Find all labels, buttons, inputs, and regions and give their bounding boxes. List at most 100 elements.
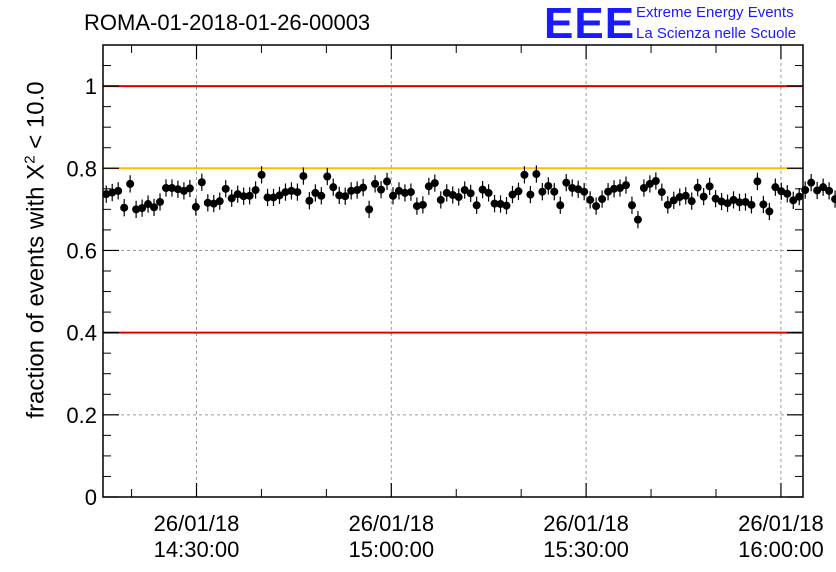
data-point: [460, 186, 469, 195]
y-tick-label: 0.6: [66, 238, 97, 263]
plot-frame: [102, 44, 804, 498]
data-point: [550, 187, 559, 196]
eee-logo: EEE Extreme Energy Events La Scienza nel…: [544, 2, 834, 46]
data-point: [430, 179, 439, 188]
x-tick-label-date: 26/01/18: [154, 511, 240, 536]
data-point: [783, 189, 792, 198]
data-point: [532, 170, 541, 179]
data-point: [371, 179, 380, 188]
data-point: [484, 188, 493, 197]
reference-lines: [103, 85, 803, 334]
data-point: [663, 200, 672, 209]
data-point: [777, 187, 786, 196]
data-point: [323, 172, 332, 181]
x-tick-label-time: 15:00:00: [348, 537, 434, 562]
data-point: [167, 183, 176, 192]
data-points: [102, 165, 836, 229]
y-tick-label: 1: [85, 74, 97, 99]
data-point: [239, 192, 248, 201]
data-point: [616, 183, 625, 192]
data-point: [144, 200, 153, 209]
x-tick-label-date: 26/01/18: [543, 511, 629, 536]
data-point: [502, 201, 511, 210]
data-point: [472, 201, 481, 210]
data-point: [185, 184, 194, 193]
data-point: [687, 197, 696, 206]
data-point: [699, 192, 708, 201]
x-tick-label-date: 26/01/18: [348, 511, 434, 536]
x-tick-label-time: 14:30:00: [154, 537, 240, 562]
x-tick-label-time: 16:00:00: [738, 537, 824, 562]
data-point: [508, 190, 517, 199]
data-point: [311, 188, 320, 197]
y-tick-label: 0: [85, 485, 97, 510]
data-point: [729, 195, 738, 204]
data-point: [813, 186, 822, 195]
data-point: [329, 183, 338, 192]
data-point: [263, 193, 272, 202]
data-point: [574, 185, 583, 194]
data-point: [711, 194, 720, 203]
data-point: [741, 197, 750, 206]
data-point: [275, 191, 284, 200]
x-tick-label-date: 26/01/18: [738, 511, 824, 536]
data-point: [490, 199, 499, 208]
data-point: [651, 177, 660, 186]
data-point: [807, 178, 816, 187]
data-point: [132, 205, 141, 214]
data-point: [657, 188, 666, 197]
data-point: [747, 200, 756, 209]
data-point: [424, 182, 433, 191]
logo-text-line1: Extreme Energy Events: [636, 4, 794, 21]
data-point: [120, 203, 129, 212]
data-point: [520, 170, 529, 179]
data-point: [759, 200, 768, 209]
data-point: [305, 196, 314, 205]
data-point: [723, 199, 732, 208]
data-point: [114, 186, 123, 195]
data-point: [353, 186, 362, 195]
data-point: [454, 193, 463, 202]
data-point: [377, 185, 386, 194]
data-point: [400, 188, 409, 197]
data-point: [604, 187, 613, 196]
data-point: [610, 184, 619, 193]
data-point: [156, 197, 165, 206]
logo-text-line2: La Scienza nelle Scuole: [636, 25, 797, 42]
data-point: [538, 187, 547, 196]
data-point: [257, 170, 266, 179]
data-point: [669, 196, 678, 205]
data-point: [287, 186, 296, 195]
data-point: [693, 183, 702, 192]
data-point: [556, 201, 565, 210]
data-point: [795, 192, 804, 201]
y-tick-label: 0.8: [66, 156, 97, 181]
data-point: [365, 205, 374, 214]
data-point: [335, 191, 344, 200]
data-point: [126, 179, 135, 188]
chart-title: ROMA-01-2018-01-26-00003: [84, 10, 371, 35]
data-point: [586, 195, 595, 204]
y-tick-label: 0.2: [66, 403, 97, 428]
x-tick-label-time: 15:30:00: [543, 537, 629, 562]
data-point: [215, 197, 224, 206]
data-point: [406, 188, 415, 197]
axis-ticks: 00.20.40.60.8126/01/1814:30:0026/01/1815…: [66, 45, 824, 562]
data-point: [317, 191, 326, 200]
data-point: [831, 195, 836, 204]
data-point: [789, 196, 798, 205]
data-point: [203, 198, 212, 207]
data-point: [150, 203, 159, 212]
data-point: [639, 183, 648, 192]
data-point: [592, 202, 601, 211]
data-point: [681, 191, 690, 200]
data-point: [383, 177, 392, 186]
data-point: [227, 194, 236, 203]
data-point: [341, 192, 350, 201]
data-point: [675, 193, 684, 202]
data-point: [627, 201, 636, 210]
data-point: [580, 187, 589, 196]
data-point: [568, 183, 577, 192]
data-point: [645, 179, 654, 188]
data-point: [299, 172, 308, 181]
